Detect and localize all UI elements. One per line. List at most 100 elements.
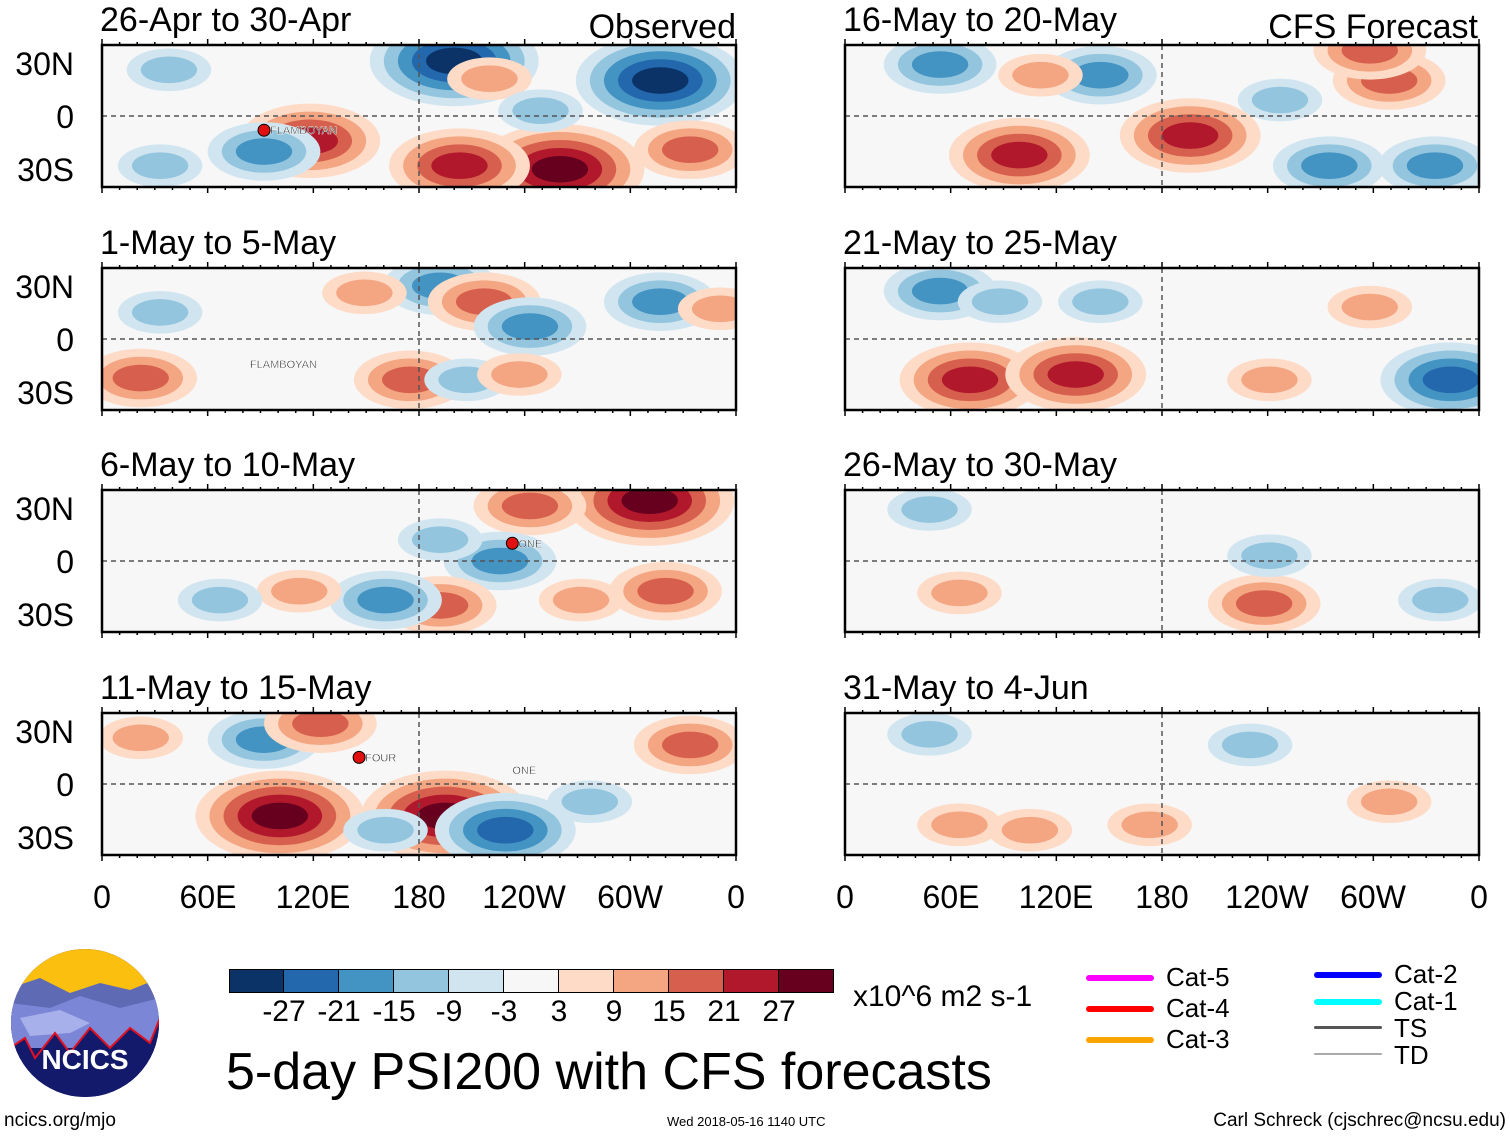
lat-label: 30N xyxy=(15,269,74,305)
lat-label: 0 xyxy=(56,767,74,803)
map-frame xyxy=(843,488,1481,634)
anomaly-contour xyxy=(1251,86,1309,114)
anomaly-contour xyxy=(477,816,534,844)
colorbar-swatch xyxy=(779,969,834,993)
anomaly-contour xyxy=(131,152,189,180)
legend-swatch xyxy=(1086,1037,1154,1043)
lon-label: 120E xyxy=(275,879,351,915)
colorbar-label: -9 xyxy=(435,995,463,1028)
lon-label: 60E xyxy=(922,879,980,915)
colorbar-label: -27 xyxy=(262,995,306,1028)
anomaly-contour xyxy=(357,586,414,614)
anomaly-contour xyxy=(1012,61,1069,89)
colorbar-label: -15 xyxy=(372,995,416,1028)
anomaly-contour xyxy=(336,279,393,307)
anomaly-contour xyxy=(561,788,619,816)
lon-label: 60W xyxy=(1340,879,1406,915)
anomaly-contour xyxy=(971,288,1029,316)
colorbar-swatch xyxy=(449,969,504,993)
anomaly-contour xyxy=(901,720,958,748)
colorbar-swatch xyxy=(614,969,669,993)
map-frame xyxy=(100,488,738,634)
panel-title: 1-May to 5-May xyxy=(100,224,337,262)
map-frame xyxy=(843,43,1481,189)
anomaly-contour xyxy=(1422,366,1479,394)
anomaly-contour xyxy=(235,138,293,165)
lat-label: 30S xyxy=(17,597,74,633)
anomaly-contour xyxy=(131,299,189,326)
anomaly-contour xyxy=(931,579,988,607)
storm-label: ONE xyxy=(518,538,542,550)
legend-label: TS xyxy=(1394,1013,1428,1043)
anomaly-contour xyxy=(1001,816,1059,844)
map-panel: FOUR ONE xyxy=(100,707,738,861)
map-panel xyxy=(843,484,1481,638)
anomaly-contour xyxy=(271,577,328,605)
panel-title: 31-May to 4-Jun xyxy=(843,669,1089,707)
map-frame xyxy=(100,711,738,857)
anomaly-contour xyxy=(531,155,589,183)
storm-marker-icon xyxy=(505,536,519,550)
colorbar-swatch xyxy=(504,969,559,993)
lat-label: 30N xyxy=(15,714,74,750)
anomaly-contour xyxy=(357,816,414,844)
lon-label: 0 xyxy=(836,879,854,915)
lat-label: 30S xyxy=(17,820,74,856)
legend-swatch xyxy=(1314,1053,1382,1055)
colorbar-label: -21 xyxy=(317,995,361,1028)
map-panel xyxy=(843,39,1481,193)
anomaly-contour xyxy=(512,97,569,124)
lat-label: 0 xyxy=(56,322,74,358)
anomaly-contour xyxy=(1341,293,1398,321)
legend-swatch xyxy=(1086,1006,1154,1012)
anomaly-contour xyxy=(911,277,969,305)
map-panel: FLAMBOYAN xyxy=(100,262,738,416)
anomaly-contour xyxy=(461,65,518,93)
legend-swatch xyxy=(1314,999,1382,1005)
anomaly-contour xyxy=(931,811,988,839)
anomaly-contour xyxy=(102,716,183,760)
anomaly-contour xyxy=(1412,586,1469,614)
colorbar-swatch xyxy=(394,969,449,993)
map-panel xyxy=(843,262,1481,416)
anomaly-contour xyxy=(1162,122,1219,149)
anomaly-contour xyxy=(1241,542,1298,569)
lat-label: 0 xyxy=(56,99,74,135)
map-panel xyxy=(843,707,1481,861)
logo-text: NCICS xyxy=(41,1044,128,1075)
colorbar-label: 21 xyxy=(707,995,741,1028)
lon-label: 120E xyxy=(1018,879,1094,915)
colorbar-label: -3 xyxy=(490,995,518,1028)
colorbar-swatch xyxy=(669,969,724,993)
panel-title: 6-May to 10-May xyxy=(100,446,356,484)
legend-label: Cat-5 xyxy=(1166,962,1230,992)
anomaly-contour xyxy=(112,724,169,752)
author-credit: Carl Schreck (cjschrec@ncsu.edu) xyxy=(1213,1110,1506,1131)
lon-label: 60E xyxy=(179,879,237,915)
anomaly-contour xyxy=(1221,731,1279,759)
lat-label: 0 xyxy=(56,544,74,580)
colorbar-label: 9 xyxy=(605,995,623,1028)
anomaly-contour xyxy=(382,366,439,394)
storm-marker-icon xyxy=(352,750,366,764)
lat-label: 30S xyxy=(17,375,74,411)
website-link[interactable]: ncics.org/mjo xyxy=(4,1110,116,1131)
figure-title: 5-day PSI200 with CFS forecasts xyxy=(226,1043,992,1101)
anomaly-contour xyxy=(411,526,469,554)
anomaly-contour xyxy=(941,366,999,394)
anomaly-contour xyxy=(491,361,548,388)
lat-label: 30S xyxy=(17,152,74,188)
lon-label: 0 xyxy=(727,879,745,915)
map-frame xyxy=(100,266,738,412)
colorbar-swatch xyxy=(229,969,284,993)
anomaly-contour xyxy=(1361,788,1418,816)
anomaly-contour xyxy=(632,288,689,316)
anomaly-contour xyxy=(1047,361,1104,388)
lat-label: 30N xyxy=(15,46,74,82)
legend-swatch xyxy=(1314,972,1382,978)
map-frame xyxy=(843,266,1481,412)
anomaly-contour xyxy=(691,295,736,323)
anomaly-contour xyxy=(1241,366,1298,394)
colorbar-label: 15 xyxy=(652,995,686,1028)
panel-title: 26-Apr to 30-Apr xyxy=(100,1,352,39)
